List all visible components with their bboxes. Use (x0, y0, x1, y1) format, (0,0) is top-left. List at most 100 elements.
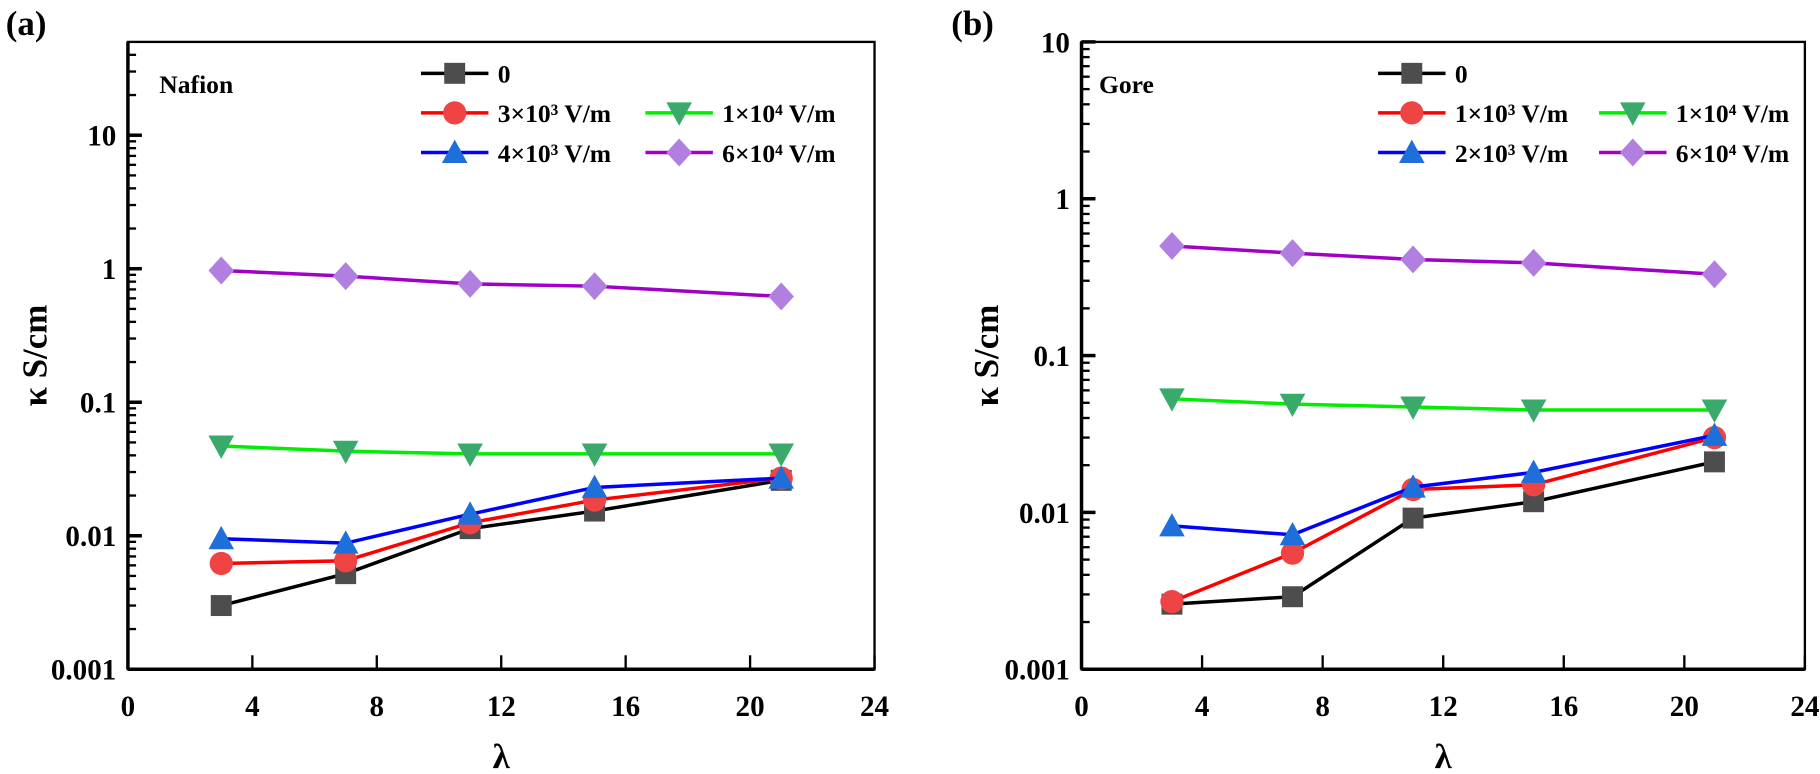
data-point (1523, 491, 1545, 513)
series-line (1171, 397, 1715, 412)
x-tick-label: 16 (1549, 691, 1578, 723)
data-point (768, 465, 794, 489)
x-tick-label: 24 (860, 691, 889, 723)
panel-label: (a) (6, 4, 47, 43)
y-tick-label: 1 (1055, 184, 1070, 216)
x-tick-label: 0 (121, 691, 136, 723)
series-line (221, 444, 782, 456)
panel-annotation: Gore (1099, 70, 1154, 99)
data-point (1400, 474, 1426, 498)
y-axis-label: κ S/cm (967, 305, 1006, 407)
y-tick-label: 10 (87, 121, 116, 153)
data-point (1282, 586, 1303, 608)
y-tick-label: 0.1 (80, 388, 116, 420)
data-point (1160, 589, 1184, 614)
x-tick-label: 8 (1315, 691, 1330, 723)
x-axis-label: λ (493, 737, 511, 774)
series-3 (208, 435, 794, 467)
legend-entry: 0 (1378, 60, 1468, 89)
legend-label: 2×10³ V/m (1455, 139, 1568, 168)
legend-label: 6×10⁴ V/m (722, 139, 835, 168)
series-line (221, 476, 782, 566)
data-point (208, 256, 235, 285)
data-point (1280, 541, 1305, 565)
series-line (221, 268, 782, 299)
x-tick-label: 20 (1670, 691, 1699, 723)
x-tick-label: 24 (1790, 691, 1819, 723)
legend-marker (1619, 138, 1646, 167)
x-tick-label: 12 (487, 691, 516, 723)
data-point (1400, 245, 1426, 274)
legend-marker (666, 102, 692, 126)
legend-marker (1399, 139, 1425, 163)
legend-label: 1×10⁴ V/m (722, 99, 835, 128)
data-point (768, 282, 794, 311)
series-2 (208, 465, 794, 554)
data-point (208, 525, 235, 550)
legend-label: 0 (498, 60, 511, 89)
x-tick-label: 20 (736, 691, 765, 723)
legend-entry: 0 (420, 60, 511, 89)
legend-label: 1×10³ V/m (1455, 99, 1568, 128)
y-tick-label: 0.001 (51, 655, 116, 687)
legend-marker (666, 138, 692, 167)
chart-panel-b: (b) 0 4 8 12 16 20 24 0.001 0.01 0.1 1 10 λ κ S/cm Gore… (951, 4, 1819, 774)
legend-entry: 3×10³ V/m (420, 99, 611, 128)
chart-panel-a: (a) 0 4 8 12 16 20 24 0.001 0.01 0.1 1 10 λ κ S/cm Nafi… (6, 4, 889, 774)
data-point (1279, 239, 1306, 268)
legend-label: 1×10⁴ V/m (1676, 99, 1789, 128)
x-tick-label: 4 (245, 691, 260, 723)
y-axis-label: κ S/cm (16, 305, 55, 407)
legend-entry: 2×10³ V/m (1378, 139, 1568, 168)
series-line (1171, 244, 1715, 276)
y-tick-label: 0.01 (65, 521, 116, 553)
legend: 0 1×10³ V/m 2×10³ V/m 1×10⁴ V/m 6×10⁴ V/m (1378, 60, 1789, 168)
series-4 (208, 256, 794, 311)
legend-entry: 1×10³ V/m (1378, 99, 1568, 128)
series-2 (1159, 422, 1728, 546)
data-point (209, 551, 233, 576)
x-tick-label: 0 (1074, 691, 1089, 723)
data-point (1703, 451, 1725, 473)
series-4 (1159, 231, 1728, 289)
x-axis-label: λ (1435, 737, 1453, 774)
legend: 0 3×10³ V/m 4×10³ V/m 1×10⁴ V/m 6×10⁴ V/m (420, 60, 836, 168)
legend-entry: 4×10³ V/m (420, 139, 611, 168)
data-point (332, 530, 359, 554)
legend-label: 3×10³ V/m (498, 99, 611, 128)
data-point (1402, 507, 1424, 529)
data-point (210, 595, 232, 617)
data-point (1159, 388, 1185, 412)
legend-entry: 1×10⁴ V/m (1599, 99, 1789, 128)
plot-frame (126, 40, 876, 671)
legend-marker (441, 139, 468, 163)
data-point (332, 262, 359, 291)
x-tick-label: 12 (1429, 691, 1458, 723)
series-line (1171, 435, 1715, 604)
legend-entry: 6×10⁴ V/m (645, 138, 836, 168)
legend-marker (444, 62, 466, 84)
data-point (208, 435, 235, 459)
legend-label: 6×10⁴ V/m (1676, 139, 1789, 168)
legend-entry: 6×10⁴ V/m (1599, 138, 1789, 168)
data-point (1159, 513, 1185, 537)
data-point (581, 443, 608, 467)
legend-marker (1400, 101, 1424, 125)
data-point (1279, 521, 1306, 546)
panel-label: (b) (951, 4, 994, 43)
data-point (1520, 248, 1547, 277)
legend-marker (1401, 62, 1423, 84)
data-point (457, 269, 483, 298)
data-point (1701, 260, 1728, 289)
data-point (1701, 422, 1728, 446)
legend-entry: 1×10⁴ V/m (645, 99, 836, 128)
legend-label: 4×10³ V/m (498, 139, 611, 168)
x-tick-label: 16 (611, 691, 640, 723)
data-point (457, 501, 483, 525)
data-point (332, 440, 359, 464)
data-point (457, 443, 483, 467)
y-tick-label: 0.01 (1019, 498, 1070, 530)
y-tick-label: 10 (1041, 27, 1070, 59)
x-tick-label: 8 (370, 691, 385, 723)
